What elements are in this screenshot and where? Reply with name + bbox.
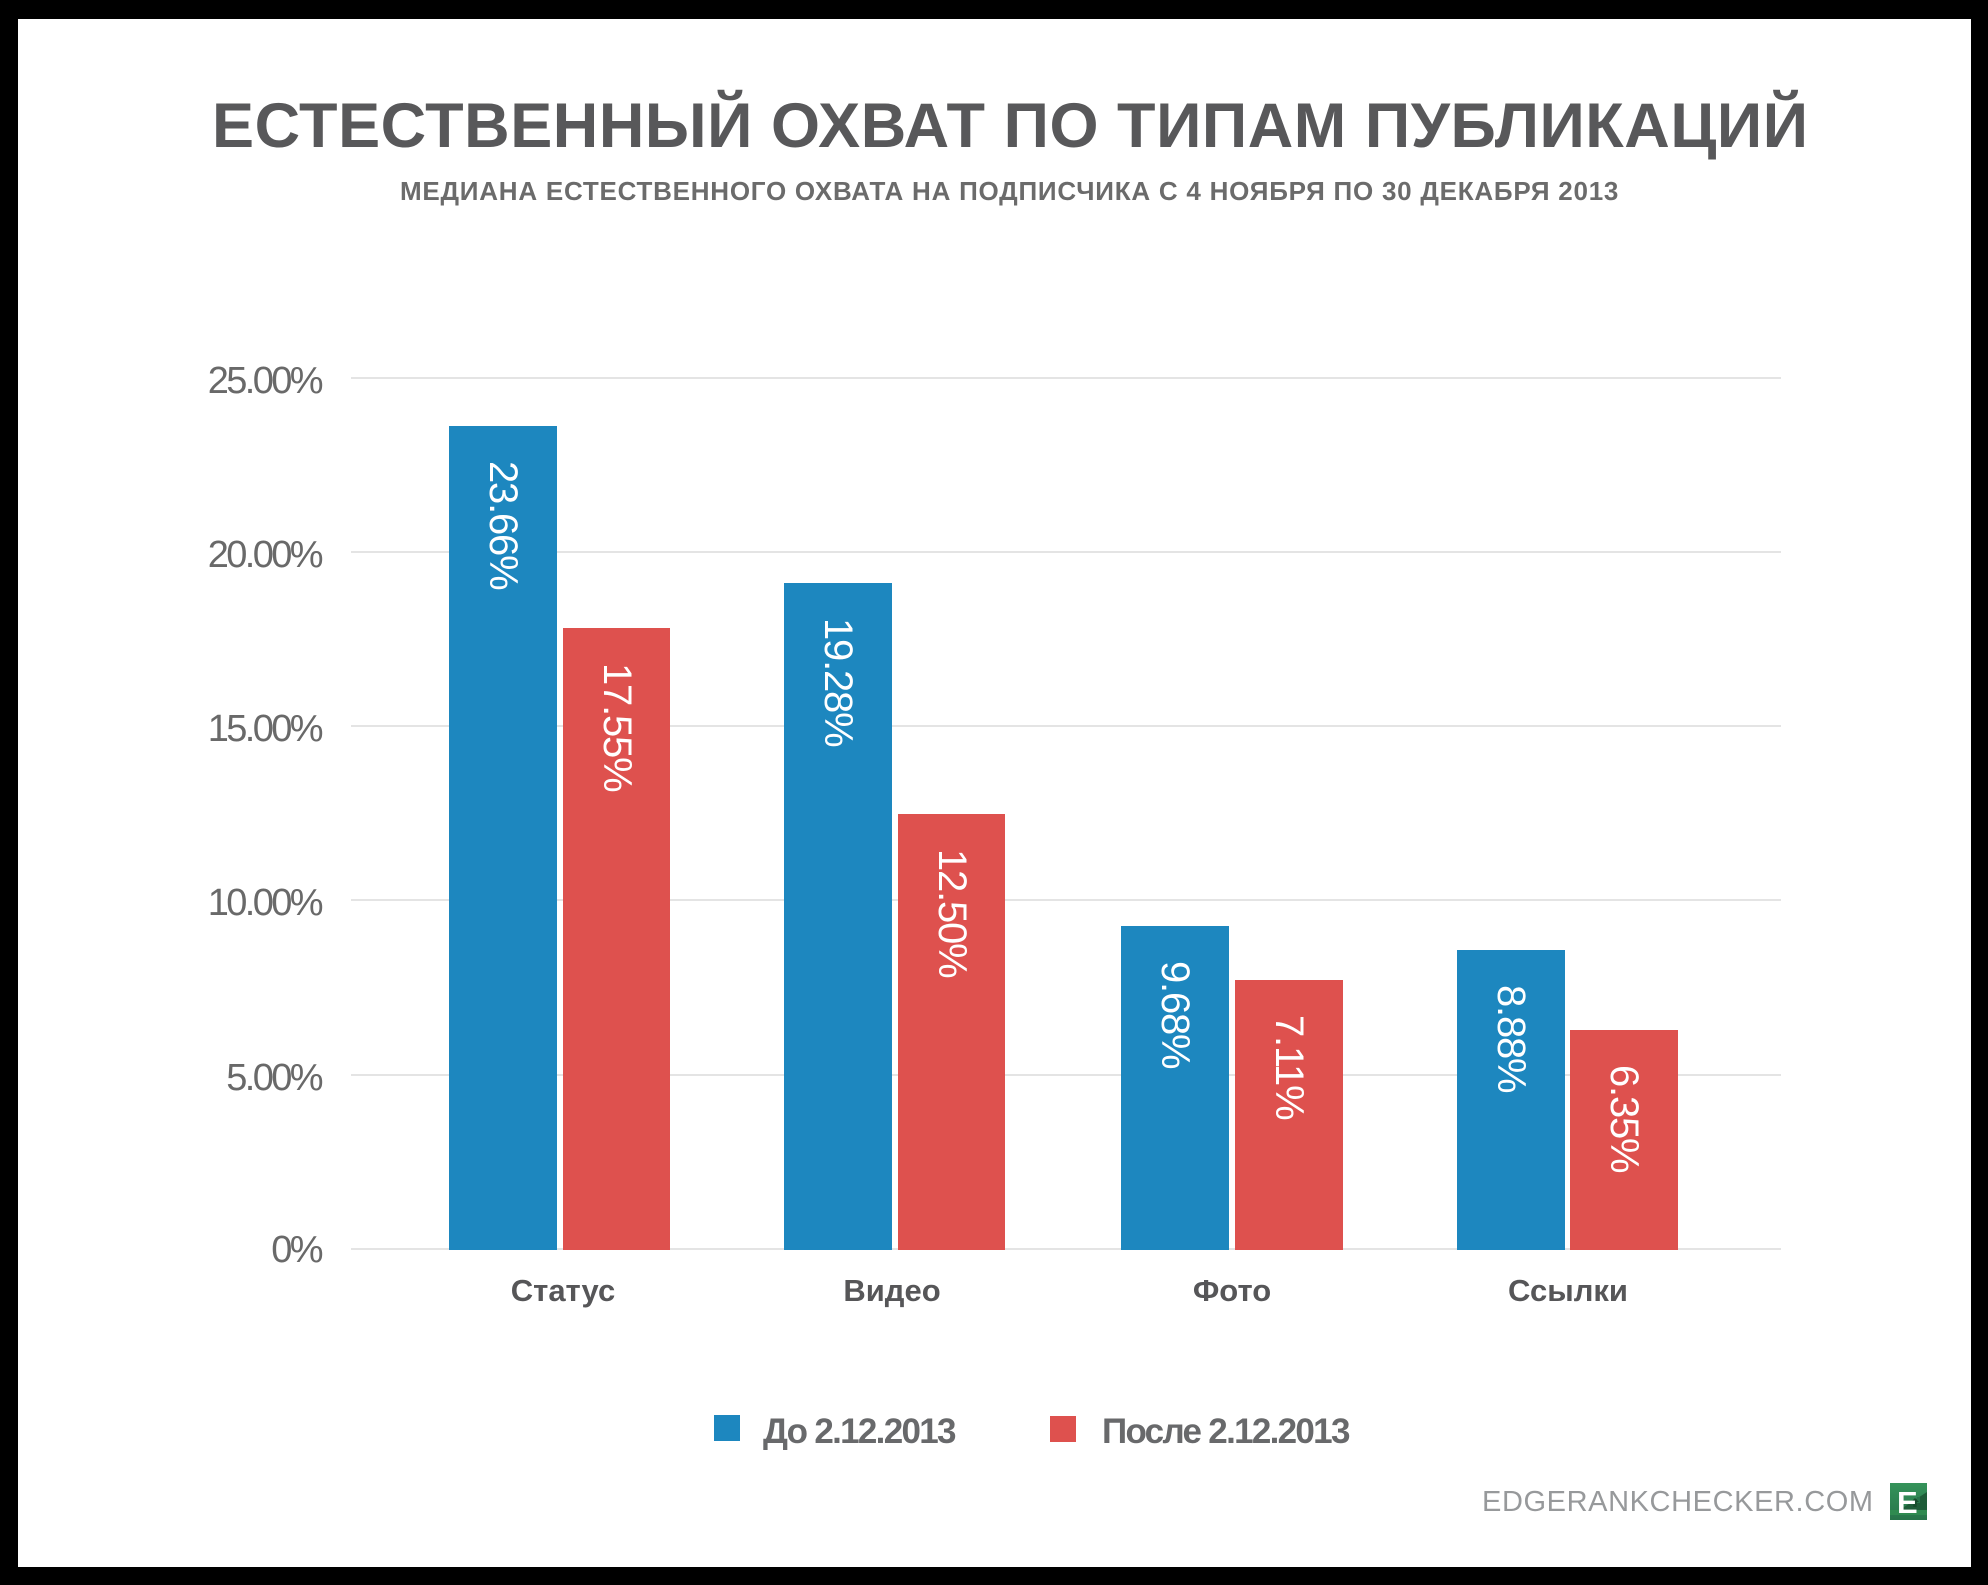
svg-text:E: E — [1897, 1485, 1918, 1520]
